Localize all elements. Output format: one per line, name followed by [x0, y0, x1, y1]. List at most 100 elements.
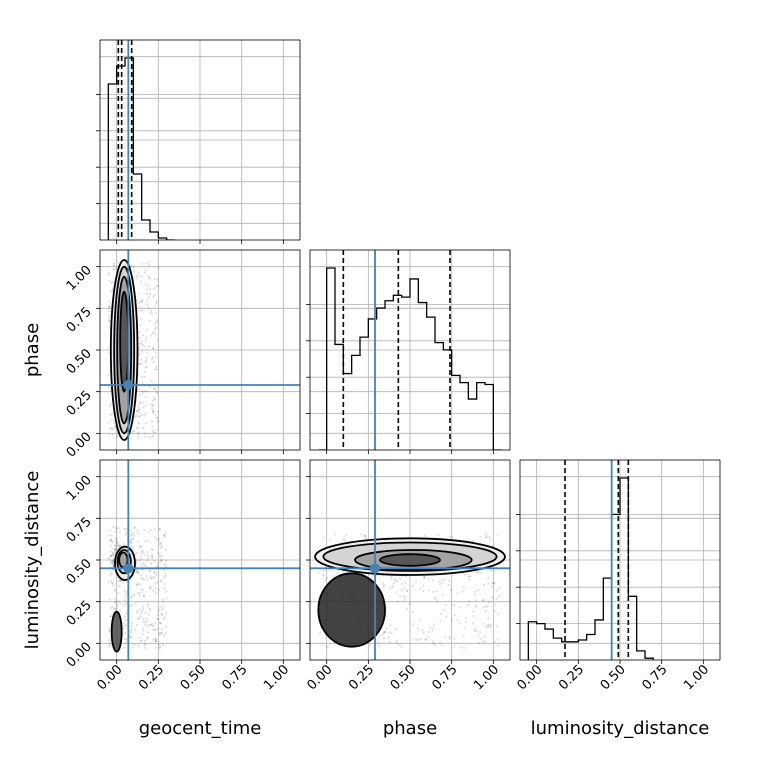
scatter-point [143, 345, 146, 348]
scatter-point [158, 541, 162, 544]
scatter-point [439, 620, 442, 623]
scatter-point [107, 373, 110, 376]
scatter-point [482, 606, 486, 609]
scatter-point [493, 641, 496, 644]
scatter-point [161, 598, 165, 601]
scatter-point [388, 587, 391, 590]
scatter-point [413, 638, 416, 641]
scatter-point [489, 625, 492, 628]
scatter-point [449, 588, 452, 592]
scatter-point [114, 548, 117, 551]
scatter-point [152, 404, 155, 407]
scatter-point [116, 435, 119, 438]
scatter-point [468, 599, 471, 603]
scatter-point [155, 574, 158, 577]
scatter-point [463, 626, 466, 629]
scatter-point [417, 639, 420, 642]
scatter-point [147, 263, 151, 266]
scatter-point [149, 436, 152, 439]
scatter-point [108, 642, 111, 645]
scatter-point [163, 582, 166, 586]
hist-panel-luminosity_distance [516, 459, 721, 661]
scatter-point [489, 538, 492, 541]
scatter-point [144, 422, 147, 425]
scatter-point [146, 274, 149, 277]
scatter-point [155, 326, 158, 329]
scatter-point [110, 554, 114, 557]
scatter-point [471, 622, 475, 625]
y-axis-title-phase: phase [22, 323, 43, 377]
scatter-point [144, 395, 147, 399]
scatter-point [148, 623, 152, 626]
scatter-point [108, 305, 111, 308]
scatter-point [444, 603, 447, 607]
scatter-point [447, 583, 450, 587]
scatter-point [138, 408, 141, 411]
scatter-point [107, 273, 111, 276]
scatter-point [149, 575, 152, 578]
x-axis-title-geocent_time: geocent_time [139, 718, 262, 739]
scatter-point [148, 277, 151, 280]
scatter-point [110, 580, 113, 583]
scatter-point [448, 637, 451, 640]
scatter-point [422, 575, 425, 578]
scatter-point [148, 260, 151, 263]
scatter-point [495, 624, 499, 628]
scatter-point [138, 545, 141, 548]
scatter-point [130, 596, 133, 599]
scatter-point [481, 599, 485, 602]
scatter-point [423, 576, 426, 579]
scatter-point [483, 641, 486, 644]
scatter-point [139, 342, 142, 345]
scatter-point [141, 343, 145, 347]
scatter-point [160, 542, 163, 545]
scatter-point [382, 630, 386, 634]
scatter-point [151, 399, 154, 402]
scatter-point [142, 594, 146, 597]
scatter-point [137, 301, 140, 305]
scatter-point [108, 300, 111, 303]
scatter-point [163, 587, 166, 590]
x-tick-label: 0.00 [514, 662, 545, 693]
scatter-point [108, 627, 111, 630]
scatter-point [110, 615, 113, 618]
scatter-point [156, 617, 160, 621]
scatter-point [108, 598, 111, 601]
scatter-point [153, 582, 156, 585]
scatter-point [113, 588, 116, 591]
scatter-point [141, 381, 144, 384]
scatter-point [396, 600, 399, 603]
scatter-point [162, 568, 165, 572]
scatter-point [162, 644, 165, 647]
scatter-point [153, 570, 156, 573]
scatter-point [147, 345, 151, 348]
scatter-point [137, 532, 140, 535]
scatter-point [488, 535, 491, 538]
scatter-point [156, 561, 160, 564]
scatter-point [132, 429, 136, 432]
scatter-point [160, 627, 163, 630]
scatter-point [156, 627, 159, 630]
scatter-point [140, 339, 143, 343]
scatter-point [152, 411, 155, 414]
scatter-point [142, 620, 145, 624]
scatter-point [468, 575, 472, 578]
scatter-point [140, 550, 144, 553]
scatter-point [149, 587, 152, 590]
y-tick-label: 0.00 [64, 430, 95, 461]
scatter-point [140, 358, 143, 361]
scatter-point [154, 351, 157, 354]
scatter-point [138, 591, 142, 594]
scatter-point [138, 352, 141, 356]
scatter-point [487, 577, 490, 580]
scatter-point [112, 553, 115, 556]
scatter-point [154, 628, 157, 631]
x-tick-label: 0.50 [178, 662, 209, 693]
scatter-point [138, 608, 142, 611]
scatter-point [397, 643, 400, 646]
scatter-point [108, 574, 112, 577]
scatter-point [476, 571, 479, 574]
scatter-point [154, 431, 157, 434]
scatter-point [318, 632, 322, 635]
scatter-point [450, 536, 453, 539]
